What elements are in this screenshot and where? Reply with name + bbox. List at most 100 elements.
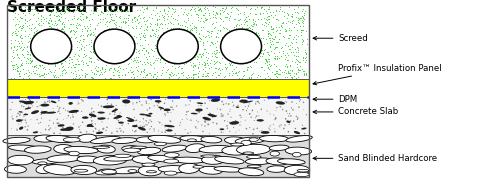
Point [259,28,266,31]
Point [178,118,186,121]
Point [194,8,202,11]
Text: Screed: Screed [313,34,368,43]
Point [269,37,277,40]
Point [119,21,127,23]
Point [185,57,192,60]
Point [188,32,196,35]
Point [188,28,196,31]
Point [52,11,60,14]
Ellipse shape [142,163,155,166]
Point [246,26,254,29]
Point [88,71,96,74]
Point [110,41,118,44]
Ellipse shape [197,102,203,104]
Point [189,64,197,67]
Point [194,67,202,70]
Ellipse shape [60,128,69,131]
Point [30,7,38,10]
Point [24,35,32,38]
Point [191,48,199,50]
Point [17,64,24,67]
Point [129,47,137,50]
Point [54,22,61,25]
Point [114,65,122,68]
Point [194,56,202,58]
Point [226,64,234,67]
Point [300,19,307,22]
Point [63,56,71,58]
Point [179,56,187,59]
Point [107,16,114,19]
Point [122,53,130,56]
Point [11,12,19,15]
Point [171,57,179,60]
Point [279,9,286,12]
Point [211,15,219,18]
Point [77,19,85,22]
Point [140,113,148,116]
Point [230,41,238,44]
Point [38,110,46,113]
Point [189,63,197,66]
Point [177,41,185,44]
Point [100,28,108,31]
Ellipse shape [285,147,312,155]
Point [55,52,63,55]
Ellipse shape [87,124,92,127]
Point [259,28,267,31]
Point [155,51,163,54]
Point [181,46,189,49]
Point [76,35,84,38]
Point [164,57,172,60]
Point [113,118,121,121]
Point [17,62,25,65]
Point [119,130,127,133]
Point [10,64,18,67]
Point [90,32,97,35]
Point [265,60,273,63]
Ellipse shape [132,125,138,127]
Point [242,17,249,20]
Point [194,5,202,8]
Point [293,46,300,49]
Point [224,35,232,38]
Point [94,66,102,69]
Ellipse shape [128,170,137,172]
Point [181,31,189,34]
Point [88,107,96,110]
Point [163,31,170,33]
Point [256,130,263,133]
Point [246,112,254,115]
Point [249,20,257,23]
Point [204,52,212,54]
Point [259,51,266,54]
Point [132,36,140,39]
Point [164,68,172,70]
Point [196,8,204,11]
Point [121,21,129,24]
Point [116,111,124,114]
Point [263,60,271,62]
Point [120,16,128,19]
Point [293,102,300,105]
Point [252,61,260,64]
Point [115,36,123,39]
Ellipse shape [158,166,190,173]
Point [213,50,221,53]
Ellipse shape [239,168,264,176]
Point [272,116,280,119]
Point [26,62,34,65]
Point [300,74,308,76]
Point [57,52,65,55]
Point [198,124,206,126]
Point [244,52,251,55]
Point [46,24,54,27]
Point [35,21,43,24]
Point [284,12,292,15]
Point [252,103,260,106]
Point [233,48,241,51]
Ellipse shape [155,100,161,103]
Ellipse shape [179,163,200,173]
Ellipse shape [267,166,286,172]
Point [41,35,49,38]
